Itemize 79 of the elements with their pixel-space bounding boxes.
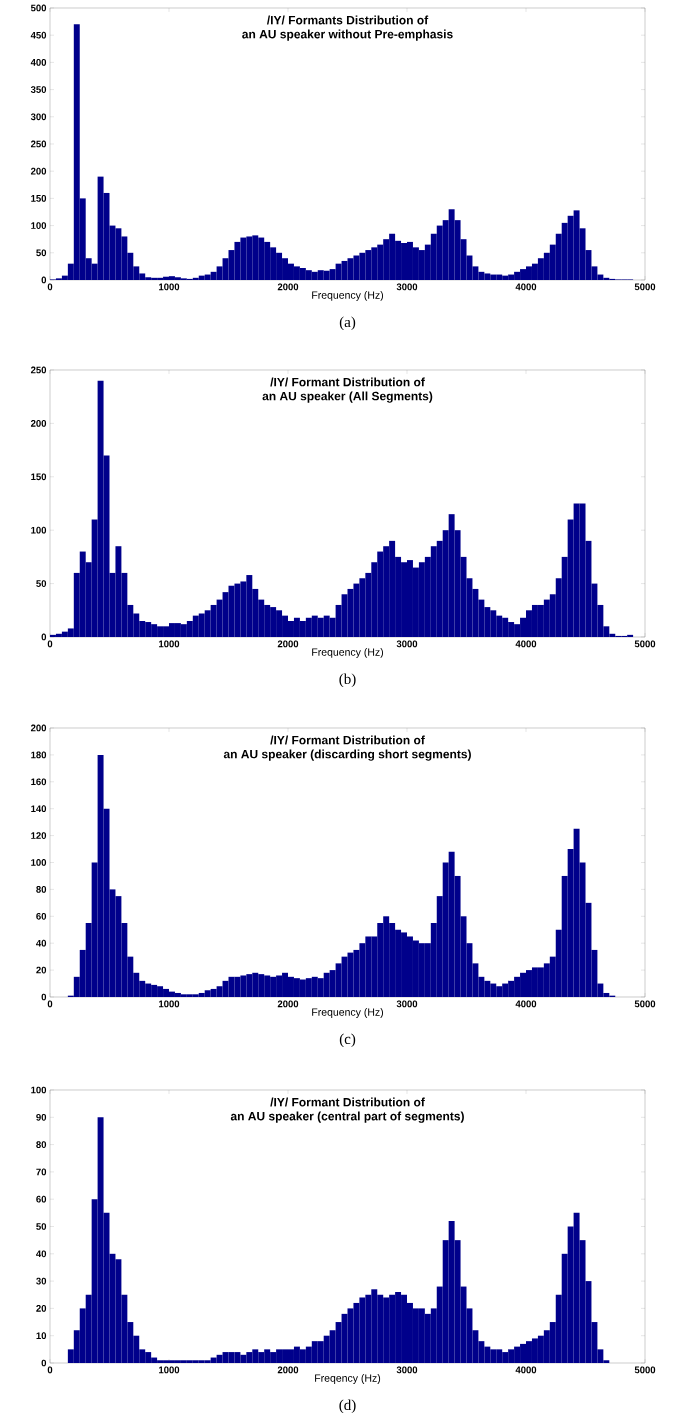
x-axis-title: Frequency (Hz)	[312, 648, 384, 658]
y-tick-label: 80	[36, 886, 47, 893]
text: /IY/ Formants Distribution of	[266, 15, 429, 25]
x-axis-title: Frequency (Hz)	[312, 1008, 384, 1018]
x-tick-label: 3000	[396, 1366, 418, 1374]
y-tick-label: 20	[36, 966, 47, 974]
text: an AU speaker (discarding short segments)	[223, 749, 471, 761]
y-tick-label: 250	[30, 366, 47, 374]
y-tick-label: 100	[31, 1086, 47, 1094]
y-tick-label: 0	[41, 276, 47, 284]
x-tick-label: 2000	[277, 640, 299, 648]
x-tick-label: 2000	[277, 283, 299, 291]
y-tick-label: 70	[36, 1168, 47, 1176]
y-tick-label: 0	[41, 993, 47, 1001]
y-tick-label: 0	[41, 1359, 47, 1367]
chart-title: /IY/ Formant Distribution of	[270, 377, 425, 387]
x-tick-label: 0	[47, 640, 53, 648]
text: /IY/ Formant Distribution of	[270, 1097, 425, 1107]
y-tick-label: 250	[30, 140, 47, 148]
x-axis-title: Frequency (Hz)	[312, 291, 384, 301]
x-tick-label: 5000	[634, 640, 656, 648]
y-tick-label: 50	[36, 1223, 47, 1230]
y-tick-label: 200	[30, 420, 47, 427]
text: an AU speaker (All Segments)	[262, 391, 433, 403]
y-tick-label: 300	[30, 113, 47, 121]
x-tick-label: 5000	[634, 1366, 656, 1374]
y-tick-label: 100	[31, 526, 47, 534]
text: an AU speaker (central part of segments)	[230, 1111, 464, 1123]
x-tick-label: 0	[47, 1000, 53, 1008]
y-tick-label: 60	[36, 912, 47, 920]
text: /IY/ Formant Distribution of	[270, 735, 425, 745]
x-tick-label: 1000	[159, 283, 180, 291]
x-tick-label: 4000	[515, 1000, 537, 1008]
x-tick-label: 4000	[515, 1366, 537, 1374]
x-axis-title: Freqency (Hz)	[315, 1374, 381, 1384]
text: (b)	[339, 673, 356, 688]
y-tick-label: 150	[31, 473, 47, 481]
y-tick-label: 160	[31, 778, 47, 786]
x-tick-label: 5000	[634, 283, 656, 291]
x-tick-label: 1000	[159, 640, 180, 648]
x-tick-label: 0	[47, 1366, 53, 1374]
x-tick-label: 5000	[634, 1000, 656, 1008]
y-tick-label: 80	[36, 1141, 47, 1148]
text: (d)	[339, 1399, 356, 1414]
y-tick-label: 180	[31, 751, 47, 759]
y-tick-label: 200	[30, 724, 47, 732]
y-tick-label: 150	[31, 195, 47, 202]
x-tick-label: 3000	[396, 283, 418, 291]
x-tick-label: 0	[47, 283, 53, 291]
x-tick-label: 4000	[515, 640, 537, 648]
y-tick-label: 200	[30, 167, 47, 175]
x-tick-label: 2000	[277, 1000, 299, 1008]
y-tick-label: 0	[41, 633, 47, 641]
x-tick-label: 1000	[159, 1366, 180, 1374]
y-tick-label: 500	[30, 4, 47, 12]
y-tick-label: 90	[36, 1113, 47, 1121]
x-tick-label: 3000	[396, 1000, 418, 1008]
y-tick-label: 140	[31, 805, 47, 813]
y-tick-label: 350	[30, 86, 47, 93]
x-tick-label: 2000	[277, 1366, 299, 1374]
text: (a)	[339, 316, 356, 331]
text: an AU speaker without Pre-emphasis	[242, 29, 453, 41]
y-tick-label: 120	[31, 832, 47, 839]
text: (c)	[339, 1033, 356, 1048]
x-tick-label: 1000	[159, 1000, 180, 1008]
y-tick-label: 100	[31, 859, 47, 866]
y-tick-label: 30	[36, 1277, 47, 1285]
y-tick-label: 50	[36, 580, 47, 587]
y-tick-label: 100	[31, 222, 47, 229]
y-tick-label: 40	[36, 1250, 47, 1258]
y-tick-label: 50	[36, 249, 47, 257]
y-tick-label: 20	[36, 1305, 47, 1312]
y-tick-label: 450	[30, 31, 47, 39]
x-tick-label: 3000	[396, 640, 418, 648]
y-tick-label: 400	[30, 59, 47, 66]
y-tick-label: 60	[36, 1195, 47, 1203]
x-tick-label: 4000	[515, 283, 537, 291]
y-tick-label: 40	[36, 939, 47, 947]
y-tick-label: 10	[36, 1332, 47, 1340]
